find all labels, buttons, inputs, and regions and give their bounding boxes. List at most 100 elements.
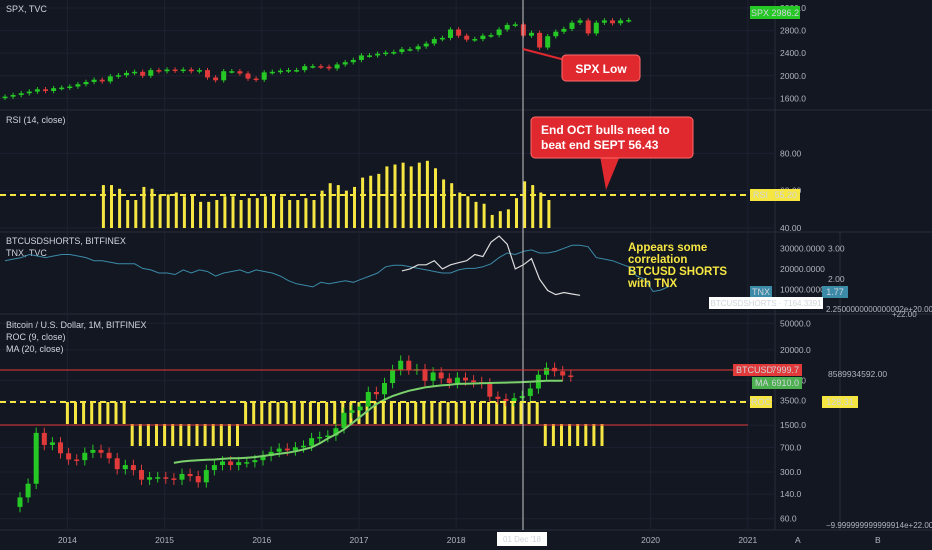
spx-candle <box>245 73 251 79</box>
time-axis: 2014 2015 2016 2017 2018 2020 2021 <box>58 535 758 545</box>
roc-bar <box>389 402 393 424</box>
shorts-axis-tick: 30000.0000 <box>780 243 825 253</box>
btc-candle <box>406 360 412 370</box>
btc-candle <box>82 452 88 461</box>
btc-candle <box>74 459 80 462</box>
spx-candle <box>512 24 518 26</box>
spx-candle <box>496 29 502 36</box>
roc-bar <box>171 424 175 446</box>
roc-bar <box>138 424 142 446</box>
correlation-note: Appears some correlation BTCUSD SHORTS w… <box>627 242 727 290</box>
btc-candle <box>17 497 23 507</box>
btc-badge-value: 7999.7 <box>771 365 799 375</box>
spx-candle <box>286 70 291 72</box>
btc-candle <box>446 378 452 384</box>
btc-candle <box>41 432 47 445</box>
btc-badge: BTCUSD 7999.7 <box>733 364 802 376</box>
rsi-axis-tick: 80.00 <box>780 148 802 158</box>
roc-bar <box>252 402 256 424</box>
time-axis-label: 2017 <box>350 535 369 545</box>
rsi-bar <box>296 200 300 228</box>
btc-candle <box>163 477 169 479</box>
btc-candle <box>58 442 63 454</box>
price-axes: 3200.02800.02400.02000.01600.080.0060.00… <box>780 3 845 524</box>
btc-candle <box>471 380 477 383</box>
spx-candle <box>383 52 389 55</box>
btc-candle <box>179 473 185 480</box>
spx-candle <box>269 71 275 74</box>
rsi-badge: RSI 55.20 <box>750 189 800 201</box>
spx-candle <box>83 81 89 85</box>
roc-bar <box>90 402 94 424</box>
rsi-bar <box>539 192 543 228</box>
roc-badge-value: 128.31 <box>826 397 854 407</box>
shorts-pane-label: BTCUSDSHORTS, BITFINEX <box>6 236 126 246</box>
rsi-bar <box>247 198 251 228</box>
spx-candle <box>67 86 73 88</box>
rsi-bar <box>223 196 227 228</box>
rsi-bar <box>280 196 284 228</box>
rsi-bar <box>409 166 413 228</box>
rsi-bar <box>369 175 373 228</box>
ma-badge-value: 6910.0 <box>771 378 799 388</box>
tnx-line <box>4 244 670 293</box>
roc-bar <box>155 424 158 446</box>
spx-candle <box>2 96 8 99</box>
btc-axis-tick: 50000.0 <box>780 318 811 328</box>
ma-pane-label: MA (20, close) <box>6 344 64 354</box>
roc-bar <box>479 402 482 424</box>
ma-badge-prefix: MA <box>755 378 769 388</box>
btc-candle <box>527 388 533 396</box>
btc-candle <box>228 461 234 466</box>
corner-label-b[interactable]: B <box>875 535 881 545</box>
spx-candle <box>399 49 405 53</box>
pane-separators <box>0 0 932 531</box>
spx-candle <box>237 71 243 74</box>
spx-price-badge: SPX 2986.2 <box>750 6 800 19</box>
btc-candle <box>195 476 201 483</box>
spx-candle <box>213 77 219 81</box>
spx-candle <box>318 66 324 68</box>
rsi-note-line2: beat end SEPT 56.43 <box>541 138 659 152</box>
spx-candle <box>156 70 162 72</box>
roc-pane-label: ROC (9, close) <box>6 332 66 342</box>
rsi-bar <box>158 194 162 228</box>
btc-candle <box>155 477 161 479</box>
ma-line <box>173 379 563 464</box>
spx-candle <box>367 55 372 57</box>
spx-candle <box>75 84 81 87</box>
roc-bar <box>227 424 231 446</box>
btc-axis-tick: 3500.0 <box>780 396 806 406</box>
roc-bar <box>584 424 588 446</box>
spx-low-callout: SPX Low <box>522 48 641 82</box>
spx-candle <box>326 66 332 69</box>
spx-candle <box>350 59 356 63</box>
spx-candle <box>391 52 397 54</box>
btc-axis-tick: 1500.0 <box>780 420 806 430</box>
rsi-bar <box>417 162 421 228</box>
rsi-bar <box>231 196 235 228</box>
spx-candle <box>537 32 543 48</box>
spx-badge-text: SPX 2986.2 <box>751 8 799 18</box>
spx-candle <box>18 93 24 95</box>
btc-axis-tick: 60.0 <box>780 514 797 524</box>
roc-bar <box>511 402 515 424</box>
roc-bar <box>422 402 426 424</box>
rsi-bar <box>344 190 348 228</box>
rsi-badge-value: 55.20 <box>774 190 797 200</box>
spx-axis-tick: 2400.0 <box>780 48 806 58</box>
corner-label-a[interactable]: A <box>795 535 801 545</box>
spx-candle <box>407 49 413 51</box>
spx-candle <box>423 43 429 47</box>
btc-candle <box>33 432 39 484</box>
btc-candle <box>268 451 274 456</box>
spx-candle <box>164 69 170 72</box>
btc-candle <box>309 438 315 446</box>
spx-candle <box>10 94 16 97</box>
btc-candle <box>317 436 323 439</box>
btcusd-shorts-line <box>401 235 581 296</box>
shorts-badge: BTCUSDSHORTS · 7164.3391 <box>709 297 823 309</box>
tnx-axis-tick: 3.00 <box>828 243 845 253</box>
btc-candle <box>66 453 72 460</box>
